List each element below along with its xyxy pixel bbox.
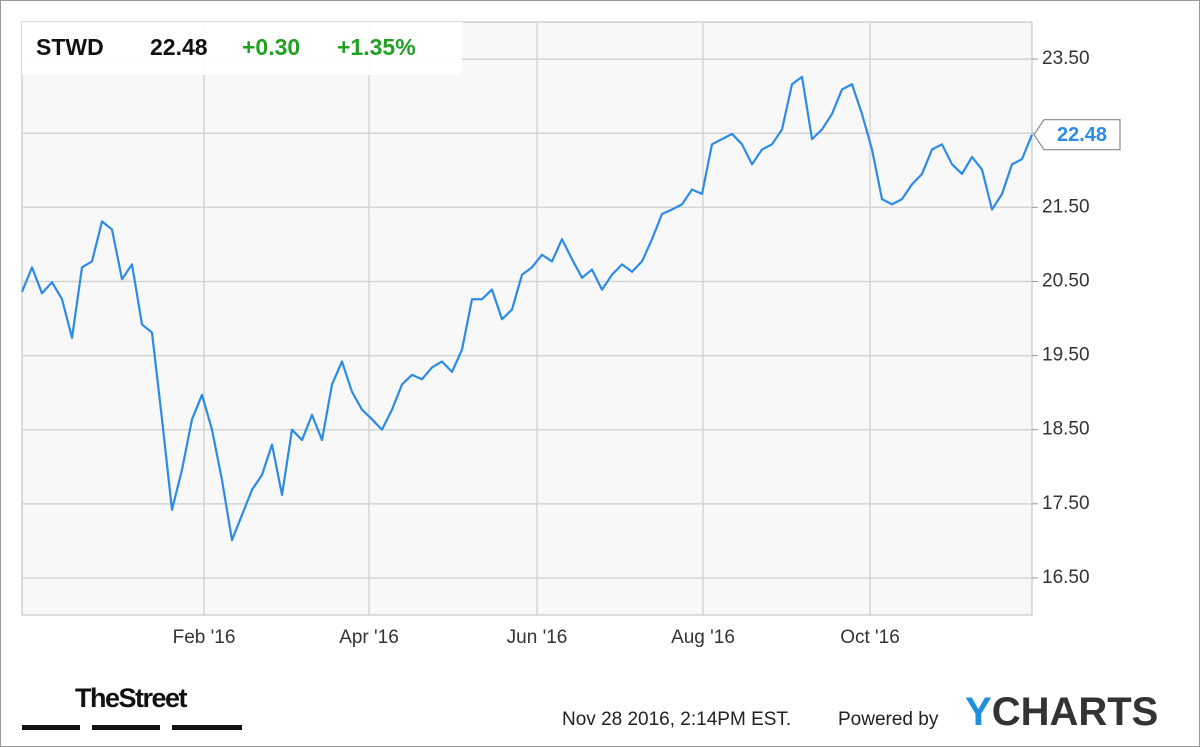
change-percent: +1.35% [337, 34, 416, 60]
powered-by: Powered by [838, 709, 939, 730]
price-flag-label: 22.48 [1057, 124, 1107, 146]
x-tick-label: Aug '16 [671, 627, 735, 648]
x-tick-label: Oct '16 [840, 627, 900, 648]
lines [20, 75, 1034, 542]
y-tick-label: 18.50 [1042, 419, 1090, 440]
logo-bar [172, 725, 242, 730]
y-tick-label: 16.50 [1042, 567, 1090, 588]
ticker: STWD [36, 34, 104, 60]
header-box [22, 22, 462, 75]
y-tick-label: 20.50 [1042, 270, 1090, 291]
logo-bar [92, 725, 160, 730]
logo-bar [22, 725, 80, 730]
grid [22, 22, 1038, 615]
change: +0.30 [242, 34, 300, 60]
price: 22.48 [150, 34, 208, 60]
x-tick-label: Jun '16 [507, 627, 568, 648]
price-line [20, 75, 1034, 542]
x-tick-label: Apr '16 [339, 627, 399, 648]
plot-area [21, 21, 1033, 616]
y-tick-label: 19.50 [1042, 345, 1090, 366]
brand: YCHARTS [965, 690, 1158, 734]
y-tick-label: 23.50 [1042, 48, 1090, 69]
price-flag [1033, 119, 1121, 151]
y-tick-label: 17.50 [1042, 493, 1090, 514]
x-tick-label: Feb '16 [173, 627, 236, 648]
y-tick-label: 21.50 [1042, 196, 1090, 217]
source-logo: TheStreet [75, 683, 188, 713]
timestamp: Nov 28 2016, 2:14PM EST. [562, 709, 791, 730]
